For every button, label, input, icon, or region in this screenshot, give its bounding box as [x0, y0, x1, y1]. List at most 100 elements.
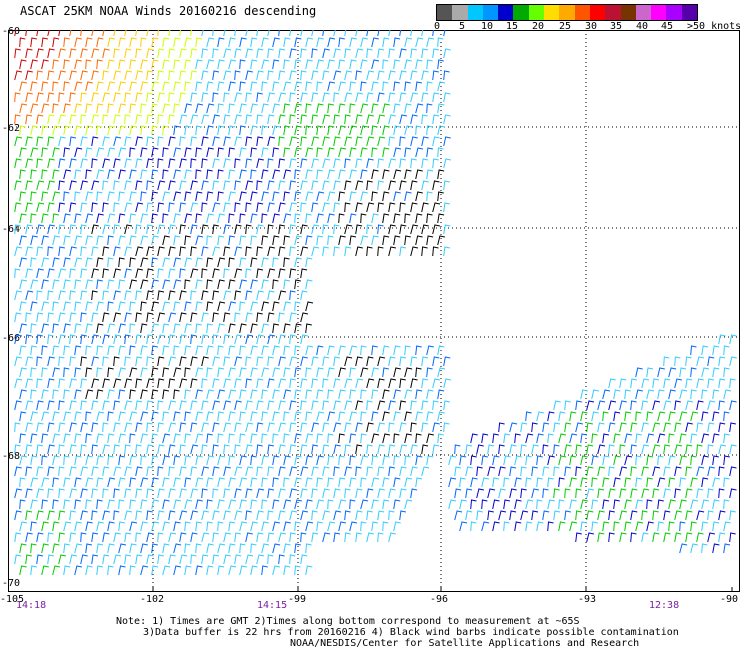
- wind-barb: [30, 301, 38, 312]
- wind-barb: [157, 312, 165, 323]
- wind-barb: [80, 92, 87, 103]
- wind-barb: [613, 455, 621, 466]
- wind-barb: [597, 532, 605, 543]
- wind-barb: [289, 48, 297, 59]
- cb-label-35: 35: [610, 21, 623, 32]
- wind-barb: [91, 510, 98, 521]
- wind-barb: [206, 59, 215, 70]
- wind-barb: [146, 70, 153, 81]
- wind-barb: [102, 224, 111, 235]
- wind-barb: [223, 444, 230, 455]
- wind-barb: [157, 202, 164, 213]
- wind-barb: [256, 70, 264, 81]
- wind-barb: [250, 345, 258, 356]
- wind-barb: [69, 114, 77, 125]
- wind-barb: [630, 466, 637, 477]
- wind-barb: [217, 521, 224, 532]
- wind-barb: [355, 158, 363, 169]
- wind-barb: [294, 565, 301, 576]
- wind-barb: [426, 81, 433, 92]
- wind-barb: [129, 521, 138, 532]
- wind-barb: [146, 290, 154, 301]
- wind-barb: [355, 532, 362, 543]
- wind-barb: [107, 103, 114, 114]
- wind-barb: [140, 147, 148, 158]
- wind-barb: [118, 37, 126, 48]
- wind-barb: [234, 532, 241, 543]
- wind-barb: [377, 532, 384, 543]
- wind-barb: [278, 30, 280, 37]
- wind-barb: [19, 543, 27, 554]
- wind-barb: [388, 48, 395, 59]
- wind-barb: [597, 400, 606, 411]
- wind-barb: [294, 279, 301, 290]
- wind-barb: [107, 279, 115, 290]
- wind-barb: [723, 543, 731, 554]
- wind-barb: [168, 30, 171, 37]
- wind-barb: [278, 400, 286, 411]
- wind-barb: [140, 411, 149, 422]
- wind-barb: [613, 477, 621, 488]
- wind-barb: [74, 213, 82, 224]
- wind-barb: [509, 422, 518, 433]
- wind-barb: [140, 125, 147, 136]
- wind-barb: [124, 202, 133, 213]
- wind-barb: [239, 499, 247, 510]
- wind-barb: [377, 224, 384, 235]
- wind-barb: [19, 499, 26, 510]
- wind-barb: [443, 48, 451, 59]
- wind-barb: [520, 510, 529, 521]
- wind-barb: [118, 411, 126, 422]
- wind-barb: [305, 477, 313, 488]
- wind-barb: [118, 367, 126, 378]
- wind-barb: [19, 411, 27, 422]
- wind-barb: [311, 444, 319, 455]
- wind-barb: [102, 532, 110, 543]
- wind-barb: [41, 477, 50, 488]
- wind-barb: [657, 411, 666, 422]
- wind-barb: [569, 433, 578, 444]
- wind-barb: [217, 543, 226, 554]
- wind-barb: [179, 30, 181, 37]
- wind-barb: [641, 378, 650, 389]
- wind-barb: [421, 92, 429, 103]
- wind-barb: [294, 257, 302, 268]
- wind-barb: [107, 389, 115, 400]
- wind-barb: [157, 246, 165, 257]
- wind-barb: [96, 389, 104, 400]
- wind-barb: [322, 378, 329, 389]
- wind-barb: [322, 158, 331, 169]
- wind-barb: [173, 455, 181, 466]
- wind-barb: [707, 356, 715, 367]
- wind-barb: [140, 59, 148, 70]
- wind-barb: [190, 180, 198, 191]
- wind-barb: [360, 367, 369, 378]
- wind-barb: [580, 411, 588, 422]
- wind-barb: [393, 477, 401, 488]
- wind-barb: [129, 257, 136, 268]
- wind-barb: [415, 103, 424, 114]
- lat-label-64: -64: [2, 224, 21, 235]
- wind-barb: [58, 268, 67, 279]
- wind-barb: [410, 180, 418, 191]
- wind-barb: [696, 378, 704, 389]
- wind-barb: [696, 510, 705, 521]
- wind-barb: [19, 279, 27, 290]
- wind-barb: [157, 92, 165, 103]
- wind-barb: [63, 433, 71, 444]
- wind-barb: [410, 224, 419, 235]
- wind-barb: [41, 81, 49, 92]
- wind-barb: [118, 169, 126, 180]
- wind-barb: [173, 499, 182, 510]
- wind-barb: [712, 477, 720, 488]
- wind-barb: [701, 411, 709, 422]
- wind-barb: [102, 92, 110, 103]
- wind-barb: [267, 158, 274, 169]
- wind-barb: [267, 246, 275, 257]
- wind-barb: [91, 202, 98, 213]
- wind-barb: [426, 235, 434, 246]
- wind-barb: [217, 125, 225, 136]
- wind-barb: [19, 433, 26, 444]
- wind-barb: [107, 433, 115, 444]
- wind-barb: [305, 433, 314, 444]
